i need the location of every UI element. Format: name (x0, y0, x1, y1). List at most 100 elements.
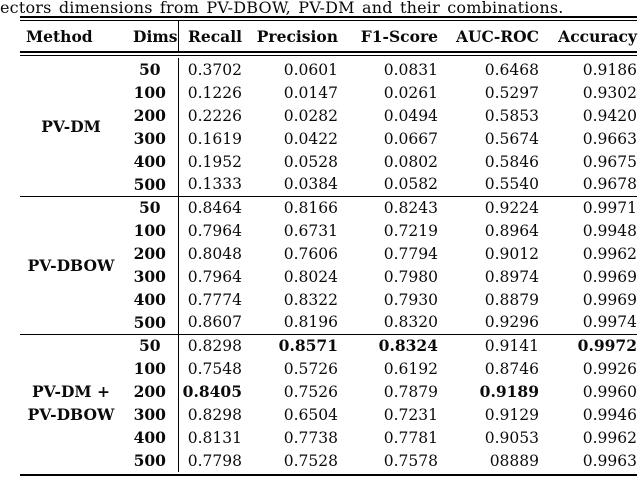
accuracy-cell: 0.9971 (539, 195, 637, 219)
accuracy-cell: 0.9962 (582, 244, 637, 263)
dims-cell: 500 (133, 312, 166, 332)
accuracy-cell: 0.9926 (582, 359, 637, 378)
table-caption: ectors dimensions from PV-DBOW, PV-DM an… (0, 0, 564, 17)
precision-cell: 0.8322 (283, 290, 338, 309)
auc-cell: 0.8964 (484, 221, 539, 240)
dims-cell: 300 (133, 267, 166, 286)
recall-cell: 0.1619 (177, 127, 242, 150)
precision-cell: 0.0282 (283, 106, 338, 125)
recall-cell: 0.7798 (177, 449, 242, 472)
auc-cell: 0.5853 (484, 106, 539, 125)
auc-cell: 0.5846 (484, 152, 539, 171)
method-label-pv-dm-pv-dbow: PV-DM + PV-DBOW (20, 333, 122, 472)
accuracy-cell: 0.9186 (582, 60, 637, 79)
column-header-auc-roc: AUC-ROC (455, 26, 539, 46)
dims-cell: 300 (133, 129, 166, 148)
method-label-line: PV-DM + (32, 382, 110, 402)
auc-cell: 0.8974 (484, 267, 539, 286)
table-row: 500 0.7798 0.7528 0.7578 08889 0.9963 (20, 449, 637, 472)
dims-cell: 300 (133, 405, 166, 424)
accuracy-cell: 0.9969 (582, 290, 637, 309)
table-row: 300 0.1619 0.0422 0.0667 0.5674 0.9663 (20, 127, 637, 150)
table-row: 200 0.2226 0.0282 0.0494 0.5853 0.9420 (20, 104, 637, 127)
recall-cell: 0.3702 (177, 58, 242, 81)
dims-cell: 400 (133, 290, 166, 309)
auc-cell: 0.9053 (484, 428, 539, 447)
f1-cell: 0.7578 (383, 451, 438, 470)
table-row: 300 0.8298 0.6504 0.7231 0.9129 0.9946 (20, 403, 637, 426)
table-row: PV-DM 50 0.3702 0.0601 0.0831 0.6468 0.9… (20, 58, 637, 136)
auc-cell: 0.9189 (479, 382, 539, 401)
f1-cell: 0.0667 (383, 129, 438, 148)
column-header-accuracy: Accuracy (558, 26, 637, 46)
bottom-rule (20, 472, 637, 476)
dims-cell: 500 (133, 174, 166, 194)
accuracy-cell: 0.9420 (582, 106, 637, 125)
f1-cell: 0.7231 (383, 405, 438, 424)
recall-cell: 0.7548 (177, 357, 242, 380)
dims-cell: 200 (133, 382, 166, 401)
auc-cell: 0.8746 (484, 359, 539, 378)
table-row: 200 0.8405 0.7526 0.7879 0.9189 0.9960 (20, 380, 637, 403)
recall-cell: 0.8298 (177, 333, 242, 357)
precision-cell: 0.6731 (283, 221, 338, 240)
dims-cell: 100 (133, 221, 166, 240)
auc-cell: 0.9296 (484, 313, 539, 332)
f1-cell: 0.0802 (383, 152, 438, 171)
accuracy-cell: 0.9974 (582, 313, 637, 332)
dims-cell: 400 (133, 152, 166, 171)
f1-cell: 0.0831 (383, 60, 438, 79)
dims-cell: 500 (133, 451, 166, 470)
recall-cell: 0.1333 (177, 173, 242, 196)
recall-cell: 0.8298 (177, 403, 242, 426)
dims-cell: 400 (133, 428, 166, 447)
method-label-line: PV-DBOW (27, 255, 115, 275)
precision-cell: 0.7526 (283, 382, 338, 401)
accuracy-cell: 0.9946 (582, 405, 637, 424)
header-rule (20, 51, 637, 58)
accuracy-cell: 0.9948 (582, 221, 637, 240)
f1-cell: 0.7781 (383, 428, 438, 447)
f1-cell: 0.6192 (383, 359, 438, 378)
dims-cell: 50 (122, 333, 178, 357)
column-header-precision: Precision (256, 26, 338, 46)
f1-cell: 0.0582 (383, 175, 438, 194)
precision-cell: 0.0384 (283, 175, 338, 194)
table-row: PV-DBOW 50 0.8464 0.8166 0.8243 0.9224 0… (20, 195, 637, 334)
accuracy-cell: 0.9969 (582, 267, 637, 286)
accuracy-cell: 0.9963 (582, 451, 637, 470)
precision-cell: 0.7528 (283, 451, 338, 470)
table-row: 400 0.7774 0.8322 0.7930 0.8879 0.9969 (20, 288, 637, 311)
dims-cell: 50 (122, 195, 178, 219)
dims-cell: 200 (133, 244, 166, 263)
accuracy-cell: 0.9675 (582, 152, 637, 171)
column-header-recall: Recall (177, 21, 242, 51)
auc-cell: 0.8879 (484, 290, 539, 309)
table-row: 100 0.7548 0.5726 0.6192 0.8746 0.9926 (20, 357, 637, 380)
auc-cell: 0.9141 (438, 333, 539, 357)
recall-cell: 0.8131 (177, 426, 242, 449)
auc-cell: 0.5540 (484, 175, 539, 194)
table-row: PV-DM + PV-DBOW 50 0.8298 0.8571 0.8324 … (20, 333, 637, 472)
column-header-dims: Dims (133, 26, 178, 46)
table-row: 100 0.7964 0.6731 0.7219 0.8964 0.9948 (20, 219, 637, 242)
f1-cell: 0.8320 (383, 313, 438, 332)
auc-cell: 0.5297 (484, 83, 539, 102)
accuracy-cell: 0.9960 (582, 382, 637, 401)
column-header-method: Method (26, 26, 93, 46)
precision-cell: 0.8166 (242, 195, 338, 219)
f1-cell: 0.7930 (383, 290, 438, 309)
dims-cell: 50 (138, 60, 161, 79)
dims-cell: 200 (133, 106, 166, 125)
precision-cell: 0.7738 (283, 428, 338, 447)
table-row: 400 0.1952 0.0528 0.0802 0.5846 0.9675 (20, 150, 637, 173)
auc-cell: 0.5674 (484, 129, 539, 148)
precision-cell: 0.8196 (283, 313, 338, 332)
results-table: Method Dims Recall Precision F1-Score AU… (20, 16, 637, 476)
precision-cell: 0.8024 (283, 267, 338, 286)
f1-cell: 0.8243 (338, 195, 438, 219)
accuracy-cell: 0.9678 (582, 175, 637, 194)
recall-cell: 0.1226 (177, 81, 242, 104)
auc-cell: 0.9129 (484, 405, 539, 424)
